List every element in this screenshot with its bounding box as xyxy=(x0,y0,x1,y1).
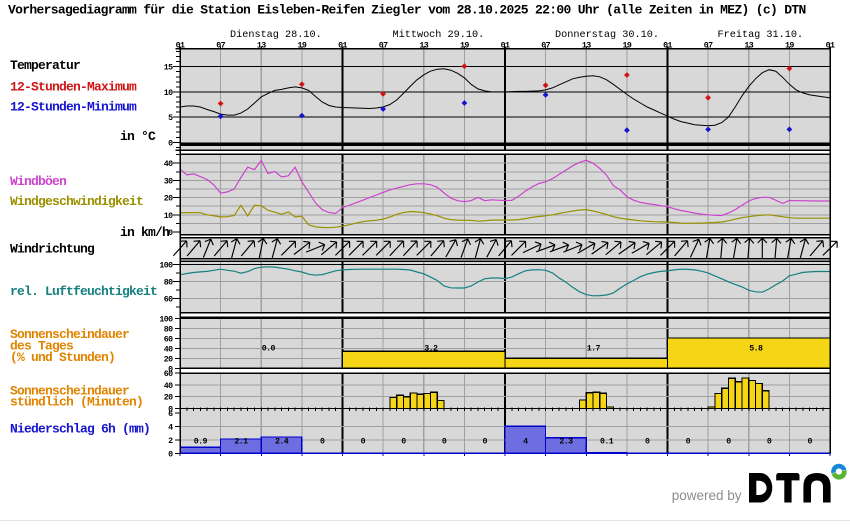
svg-text:13: 13 xyxy=(582,41,591,50)
svg-text:Dienstag 28.10.: Dienstag 28.10. xyxy=(230,29,322,41)
svg-text:Windböen: Windböen xyxy=(10,174,67,189)
svg-text:3.2: 3.2 xyxy=(424,344,438,353)
svg-text:Donnerstag 30.10.: Donnerstag 30.10. xyxy=(555,30,659,41)
svg-text:Sonnenscheindauer: Sonnenscheindauer xyxy=(10,327,129,342)
svg-text:19: 19 xyxy=(460,41,469,50)
svg-text:13: 13 xyxy=(419,41,428,50)
svg-text:60: 60 xyxy=(164,295,173,304)
svg-text:13: 13 xyxy=(257,41,266,50)
svg-text:in km/h: in km/h xyxy=(120,225,170,240)
svg-text:Freitag 31.10.: Freitag 31.10. xyxy=(718,29,804,41)
svg-text:Windgeschwindigkeit: Windgeschwindigkeit xyxy=(10,194,143,209)
svg-text:0: 0 xyxy=(320,438,325,447)
svg-text:0: 0 xyxy=(442,438,447,447)
svg-text:19: 19 xyxy=(298,41,307,50)
svg-text:5.8: 5.8 xyxy=(749,344,763,353)
svg-text:40: 40 xyxy=(164,160,173,169)
svg-text:12-Stunden-Minimum: 12-Stunden-Minimum xyxy=(10,100,137,115)
svg-text:80: 80 xyxy=(164,278,173,287)
svg-text:(% und Stunden): (% und Stunden) xyxy=(10,350,115,365)
svg-text:13: 13 xyxy=(744,41,753,50)
svg-text:4: 4 xyxy=(523,438,528,447)
svg-text:20: 20 xyxy=(164,195,173,204)
svg-text:in °C: in °C xyxy=(120,129,156,144)
svg-text:07: 07 xyxy=(216,41,225,50)
svg-text:0: 0 xyxy=(686,438,691,447)
svg-text:10: 10 xyxy=(164,212,173,221)
svg-text:2.4: 2.4 xyxy=(275,438,289,447)
svg-text:80: 80 xyxy=(164,326,173,335)
svg-text:0: 0 xyxy=(767,438,772,447)
svg-text:2: 2 xyxy=(168,437,173,446)
svg-text:0: 0 xyxy=(726,438,731,447)
svg-text:0.1: 0.1 xyxy=(600,438,614,447)
svg-text:10: 10 xyxy=(164,89,173,98)
svg-text:0: 0 xyxy=(168,450,173,459)
svg-text:01: 01 xyxy=(338,41,347,50)
svg-text:0: 0 xyxy=(168,365,173,374)
svg-text:0: 0 xyxy=(483,438,488,447)
svg-text:0: 0 xyxy=(401,438,406,447)
svg-text:60: 60 xyxy=(164,336,173,345)
svg-text:0: 0 xyxy=(808,438,813,447)
svg-text:0: 0 xyxy=(361,438,366,447)
svg-text:5: 5 xyxy=(168,114,173,123)
svg-text:30: 30 xyxy=(164,177,173,186)
svg-text:Sonnenscheindauer: Sonnenscheindauer xyxy=(10,384,129,399)
svg-text:01: 01 xyxy=(826,41,835,50)
svg-text:12-Stunden-Maximum: 12-Stunden-Maximum xyxy=(10,80,137,95)
svg-text:Temperatur: Temperatur xyxy=(10,58,80,73)
svg-text:01: 01 xyxy=(501,41,510,50)
svg-text:07: 07 xyxy=(379,41,388,50)
svg-text:0: 0 xyxy=(168,139,173,148)
svg-text:01: 01 xyxy=(663,41,672,50)
svg-text:2.3: 2.3 xyxy=(559,438,573,447)
svg-text:15: 15 xyxy=(164,64,173,73)
svg-text:20: 20 xyxy=(164,355,173,364)
svg-text:07: 07 xyxy=(541,41,550,50)
svg-text:Niederschlag 6h (mm): Niederschlag 6h (mm) xyxy=(10,422,150,437)
svg-text:des Tages: des Tages xyxy=(10,339,74,354)
svg-text:60: 60 xyxy=(164,370,173,379)
svg-text:1.7: 1.7 xyxy=(587,344,601,353)
svg-text:07: 07 xyxy=(704,41,713,50)
svg-text:2.1: 2.1 xyxy=(234,438,248,447)
svg-text:0: 0 xyxy=(168,406,173,415)
svg-text:6: 6 xyxy=(168,410,173,419)
svg-text:rel. Luftfeuchtigkeit: rel. Luftfeuchtigkeit xyxy=(10,284,157,299)
svg-text:20: 20 xyxy=(164,394,173,403)
svg-text:Vorhersagediagramm für die Sta: Vorhersagediagramm für die Station Eisle… xyxy=(8,3,806,18)
svg-text:100: 100 xyxy=(159,316,173,325)
svg-text:40: 40 xyxy=(164,345,173,354)
svg-text:19: 19 xyxy=(623,41,632,50)
svg-text:powered by: powered by xyxy=(672,488,742,503)
svg-text:Mittwoch 29.10.: Mittwoch 29.10. xyxy=(393,29,485,41)
svg-text:0: 0 xyxy=(168,229,173,238)
svg-text:0: 0 xyxy=(645,438,650,447)
svg-text:40: 40 xyxy=(164,382,173,391)
svg-text:19: 19 xyxy=(785,41,794,50)
svg-text:stündlich (Minuten): stündlich (Minuten) xyxy=(10,395,143,410)
svg-text:4: 4 xyxy=(168,423,173,432)
svg-text:100: 100 xyxy=(159,261,173,270)
svg-text:0.9: 0.9 xyxy=(194,438,208,447)
svg-text:Windrichtung: Windrichtung xyxy=(10,242,95,257)
svg-text:01: 01 xyxy=(176,41,185,50)
svg-text:0.0: 0.0 xyxy=(262,344,276,353)
